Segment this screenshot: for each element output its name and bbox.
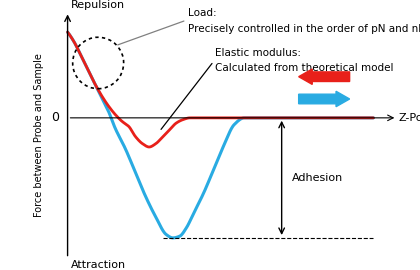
Text: Repulsion: Repulsion [71,0,125,10]
FancyArrow shape [299,69,349,85]
Text: Attraction: Attraction [71,260,126,270]
Text: Force between Probe and Sample: Force between Probe and Sample [34,53,44,217]
Text: Calculated from theoretical model: Calculated from theoretical model [215,63,394,73]
Text: Precisely controlled in the order of pN and nN: Precisely controlled in the order of pN … [188,24,420,34]
Text: Elastic modulus:: Elastic modulus: [215,48,302,58]
Text: 0: 0 [51,111,59,124]
FancyArrow shape [299,91,349,107]
Text: Z-Position: Z-Position [399,113,420,123]
Text: Load:: Load: [188,8,217,18]
Text: Adhesion: Adhesion [292,173,343,183]
